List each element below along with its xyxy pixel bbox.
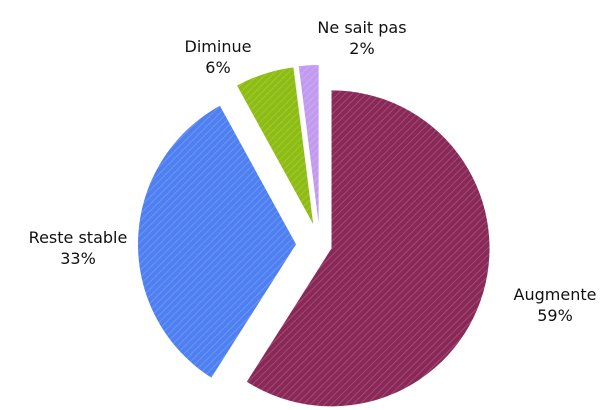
slice-label: Diminue	[185, 37, 252, 56]
slice-label: Reste stable	[29, 228, 128, 247]
slice-group	[138, 105, 297, 378]
slice-hatch	[138, 105, 297, 378]
slice-value-label: 6%	[205, 58, 230, 77]
slice-hatch	[298, 65, 319, 224]
slice-value-label: 33%	[60, 249, 96, 268]
slice-label: Augmente	[514, 285, 597, 304]
slice-hatch	[237, 67, 314, 225]
slice-value-label: 59%	[537, 306, 573, 325]
slice-label: Ne sait pas	[317, 18, 406, 37]
slice-hatch	[246, 90, 490, 407]
slice-value-label: 2%	[349, 39, 374, 58]
slice-group	[246, 90, 490, 407]
slice-group	[237, 67, 314, 225]
slice-group	[298, 65, 319, 224]
